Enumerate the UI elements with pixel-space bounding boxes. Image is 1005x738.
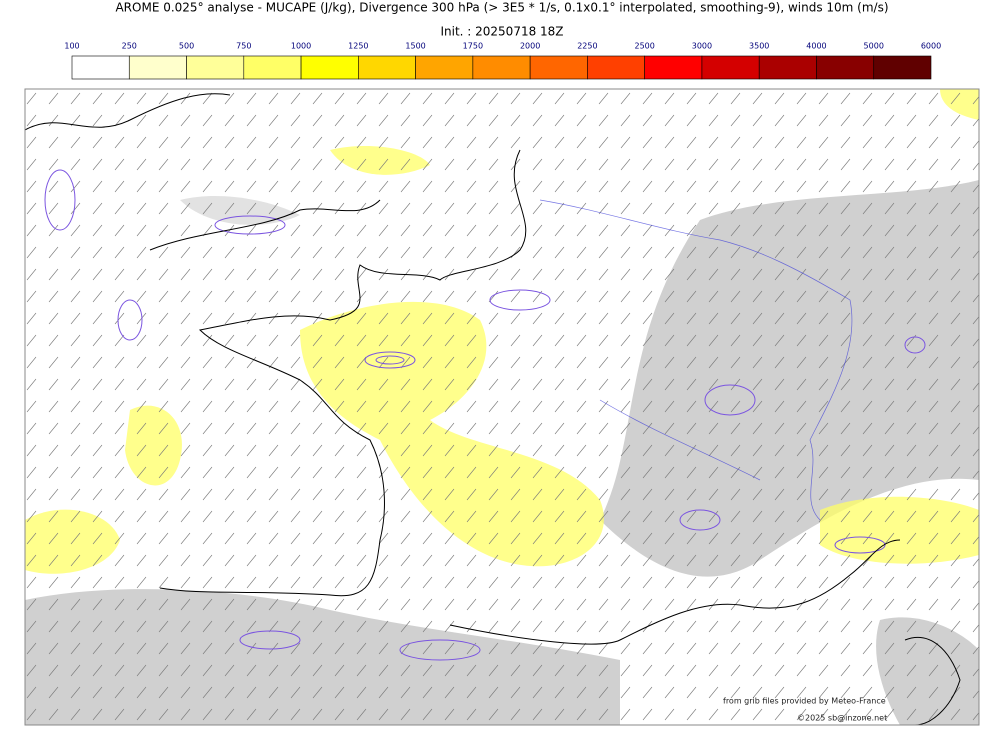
colorbar-label: 1250 — [348, 42, 368, 51]
colorbar-segment — [816, 55, 875, 80]
borders — [539, 199, 853, 521]
colorbar-label: 500 — [179, 42, 194, 51]
colorbar-segment — [701, 55, 760, 80]
colorbar-label: 1500 — [405, 42, 425, 51]
colorbar-label: 750 — [236, 42, 251, 51]
colorbar-label: 2500 — [634, 42, 654, 51]
colorbar-label: 2250 — [577, 42, 597, 51]
map-title: AROME 0.025° analyse - MUCAPE (J/kg), Di… — [115, 1, 888, 15]
map-frame — [24, 88, 980, 726]
colorbar-label: 6000 — [921, 42, 941, 51]
colorbar-segment — [873, 55, 932, 80]
credit-source: from grib files provided by Meteo-France — [723, 697, 886, 706]
wind-barbs — [25, 89, 979, 725]
colorbar-label: 5000 — [864, 42, 884, 51]
colorbar-segment — [128, 55, 187, 80]
credit-copyright: ©2025 sb@inzone.net — [797, 714, 887, 723]
colorbar-label: 250 — [122, 42, 137, 51]
colorbar: 100 250 500 750 1000 1250 1500 1750 2000 2250 2500… — [64, 42, 941, 80]
colorbar-segment — [587, 55, 645, 80]
colorbar-label: 1750 — [463, 42, 483, 51]
colorbar-label: 1000 — [291, 42, 311, 51]
colorbar-label: 100 — [64, 42, 79, 51]
colorbar-segment — [186, 55, 245, 80]
colorbar-segment — [529, 55, 588, 80]
map-area — [25, 89, 979, 725]
init-time: Init. : 20250718 18Z — [440, 25, 563, 39]
colorbar-label: 2000 — [520, 42, 540, 51]
colorbar-segment — [71, 55, 130, 80]
colorbar-segment — [644, 55, 703, 80]
colorbar-segment — [358, 55, 416, 80]
colorbar-segment — [243, 55, 302, 80]
colorbar-segment — [472, 55, 531, 80]
colorbar-label: 3500 — [749, 42, 769, 51]
coastlines — [25, 93, 961, 725]
colorbar-label: 4000 — [806, 42, 826, 51]
colorbar-segment — [300, 55, 359, 80]
colorbar-segment — [758, 55, 817, 80]
colorbar-label: 3000 — [692, 42, 712, 51]
divergence-contours — [44, 169, 926, 661]
colorbar-segment — [415, 55, 474, 80]
